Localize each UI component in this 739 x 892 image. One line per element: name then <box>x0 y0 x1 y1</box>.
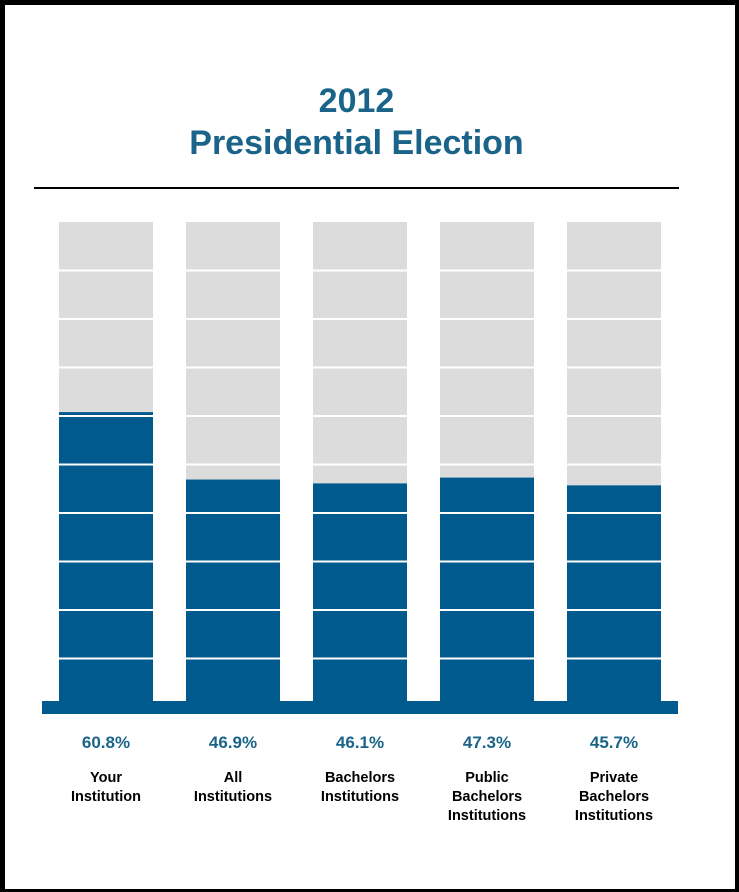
title-divider <box>34 187 679 189</box>
category-label: All Institutions <box>193 770 273 805</box>
category-label: Private Bachelors Institutions <box>574 770 654 824</box>
bar <box>313 483 407 707</box>
category-label: Your Institution <box>70 770 142 805</box>
bar <box>186 479 280 707</box>
bar-value-label: 45.7% <box>589 733 639 752</box>
category-label: Bachelors Institutions <box>320 770 400 805</box>
category-label: Public Bachelors Institutions <box>447 770 527 824</box>
chart-baseline <box>42 701 678 714</box>
bar <box>59 412 153 707</box>
chart-title-year: 2012 <box>318 82 395 120</box>
bar-value-label: 46.9% <box>208 733 258 752</box>
chart-title: Presidential Election <box>189 124 524 162</box>
bar-value-label: 47.3% <box>462 733 512 752</box>
bar-value-label: 46.1% <box>335 733 385 752</box>
bar-value-label: 60.8% <box>81 733 131 752</box>
bar <box>567 485 661 707</box>
bar <box>440 477 534 707</box>
